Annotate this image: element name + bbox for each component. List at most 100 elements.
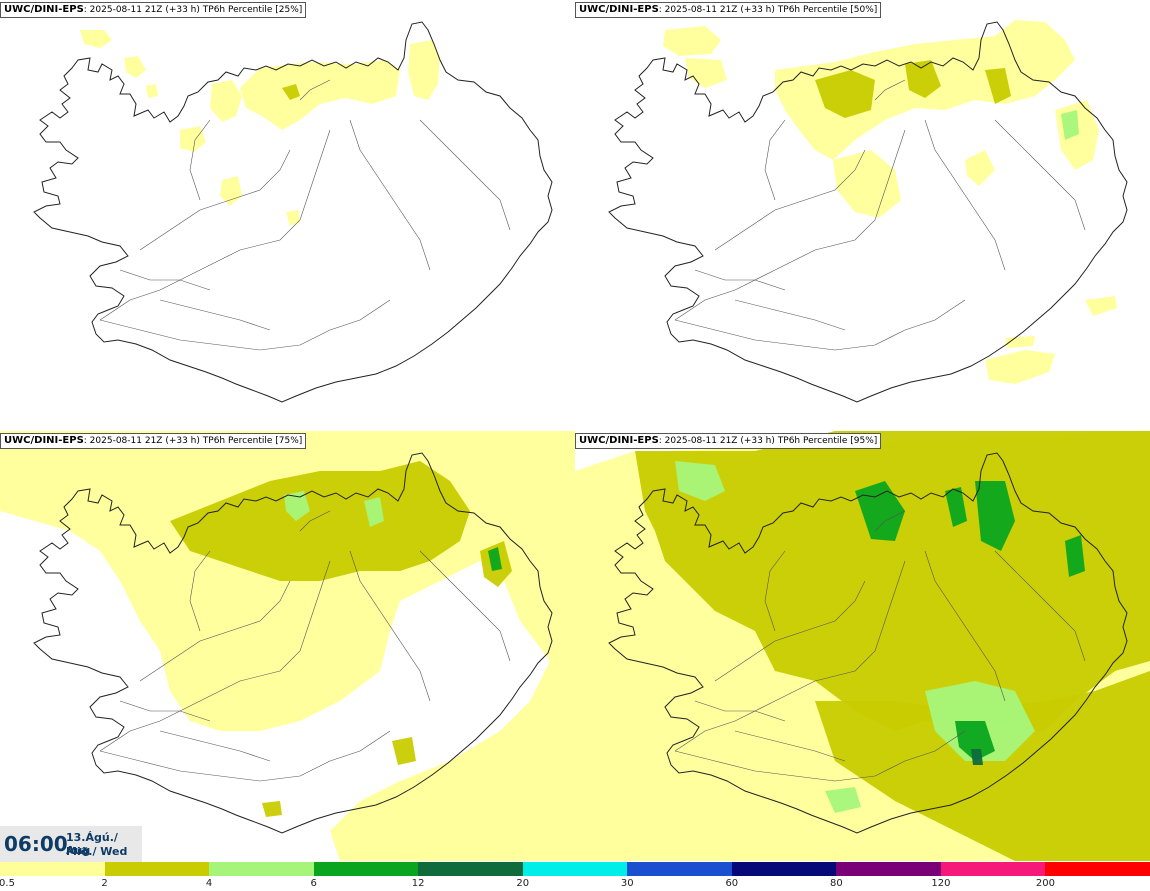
road-line: [674, 730, 966, 782]
road-line: [674, 299, 966, 351]
precipitation-area: [392, 737, 416, 765]
precipitation-area: [282, 84, 300, 100]
road-line: [349, 550, 431, 702]
legend-swatch: [0, 862, 105, 876]
road-line: [99, 730, 391, 782]
precipitation-area: [985, 68, 1011, 104]
precipitation-area: [905, 60, 941, 98]
precipitation-area: [262, 801, 282, 817]
precipitation-area: [146, 84, 158, 98]
legend-swatch: [104, 862, 210, 876]
precipitation-area: [975, 481, 1015, 551]
precipitation-area: [364, 497, 384, 527]
road-line: [189, 550, 211, 632]
legend-tick-label: 4: [205, 878, 213, 889]
precipitation-area: [1085, 296, 1117, 316]
panel-title: UWC/DINI-EPS: 2025-08-11 21Z (+33 h) TP6…: [575, 2, 882, 18]
map-panel-p25: UWC/DINI-EPS: 2025-08-11 21Z (+33 h) TP6…: [0, 0, 575, 430]
road-line: [874, 510, 906, 532]
legend-swatch: [522, 862, 628, 876]
iceland-map: [608, 20, 1128, 403]
precipitation-area: [685, 58, 727, 88]
road-line: [764, 550, 786, 632]
coastline: [608, 452, 1128, 834]
legend-swatch: [418, 862, 523, 876]
road-line: [119, 700, 211, 722]
precipitation-area: [284, 491, 310, 521]
road-line: [119, 269, 211, 291]
legend-tick-label: 20: [516, 878, 530, 889]
road-line: [99, 129, 331, 321]
precipitation-area: [170, 461, 470, 581]
precipitation-area: [1005, 336, 1035, 348]
map-panel-p95: UWC/DINI-EPS: 2025-08-11 21Z (+33 h) TP6…: [575, 431, 1150, 861]
precipitation-area: [240, 60, 400, 130]
map-panel-p50: UWC/DINI-EPS: 2025-08-11 21Z (+33 h) TP6…: [575, 0, 1150, 430]
road-line: [764, 119, 786, 201]
legend-tick-label: 12: [411, 878, 425, 889]
legend-swatch: [940, 862, 1046, 876]
road-line: [139, 149, 291, 251]
legend-swatch: [209, 862, 314, 876]
road-line: [924, 550, 1006, 702]
legend-swatch: [1045, 862, 1150, 876]
legend-tick-label: 2: [101, 878, 108, 889]
precipitation-area: [833, 150, 901, 218]
road-line: [419, 550, 511, 662]
precipitation-area: [635, 431, 1150, 731]
precipitation-area: [286, 210, 300, 226]
precipitation-area: [815, 671, 1150, 861]
road-line: [734, 299, 846, 331]
legend-swatch: [627, 862, 732, 876]
precipitation-area: [1061, 110, 1079, 140]
precipitation-area: [675, 461, 725, 501]
precipitation-area: [488, 547, 502, 571]
panel-title: UWC/DINI-EPS: 2025-08-11 21Z (+33 h) TP6…: [0, 2, 307, 18]
legend-swatch: [836, 862, 941, 876]
road-line: [99, 560, 331, 752]
valid-time: 06:00: [4, 832, 68, 856]
coastline: [33, 452, 553, 834]
road-line: [694, 269, 786, 291]
precipitation-area: [124, 56, 146, 78]
precipitation-area: [965, 150, 995, 186]
panel-title: UWC/DINI-EPS: 2025-08-11 21Z (+33 h) TP6…: [575, 433, 882, 449]
road-line: [994, 119, 1086, 231]
road-line: [674, 560, 906, 752]
road-line: [349, 119, 431, 271]
valid-weekday: Mið./ Wed: [66, 845, 128, 858]
road-line: [694, 700, 786, 722]
precipitation-area: [985, 350, 1055, 384]
precipitation-area: [945, 487, 967, 527]
road-line: [419, 119, 511, 231]
precipitation-area: [1065, 535, 1085, 577]
road-line: [99, 299, 391, 351]
coastline: [33, 21, 553, 403]
map-panel-p75: UWC/DINI-EPS: 2025-08-11 21Z (+33 h) TP6…: [0, 431, 575, 861]
legend-tick-label: 6: [310, 878, 317, 889]
legend-tick-label: 60: [725, 878, 739, 889]
precipitation-area: [210, 80, 242, 122]
road-line: [734, 730, 846, 762]
road-line: [139, 580, 291, 682]
precipitation-area: [663, 26, 721, 56]
iceland-map: [33, 21, 553, 403]
iceland-map: [575, 431, 1150, 861]
road-line: [994, 550, 1086, 662]
coastline: [608, 21, 1128, 403]
precipitation-area: [971, 749, 983, 765]
road-line: [714, 149, 866, 251]
legend-swatch: [731, 862, 837, 876]
precipitation-area: [180, 126, 206, 152]
road-line: [714, 580, 866, 682]
legend-tick-label: 0.5: [0, 878, 15, 889]
legend-color-bar: [0, 862, 1150, 876]
iceland-map: [0, 431, 575, 861]
road-line: [874, 79, 906, 101]
precipitation-legend: 0.5 2 4 6 12 20 30 60 80 120 200: [0, 862, 1150, 891]
precipitation-area: [80, 30, 112, 48]
road-line: [299, 79, 331, 101]
precipitation-area: [825, 787, 861, 813]
legend-tick-label: 120: [931, 878, 951, 889]
road-line: [924, 119, 1006, 271]
